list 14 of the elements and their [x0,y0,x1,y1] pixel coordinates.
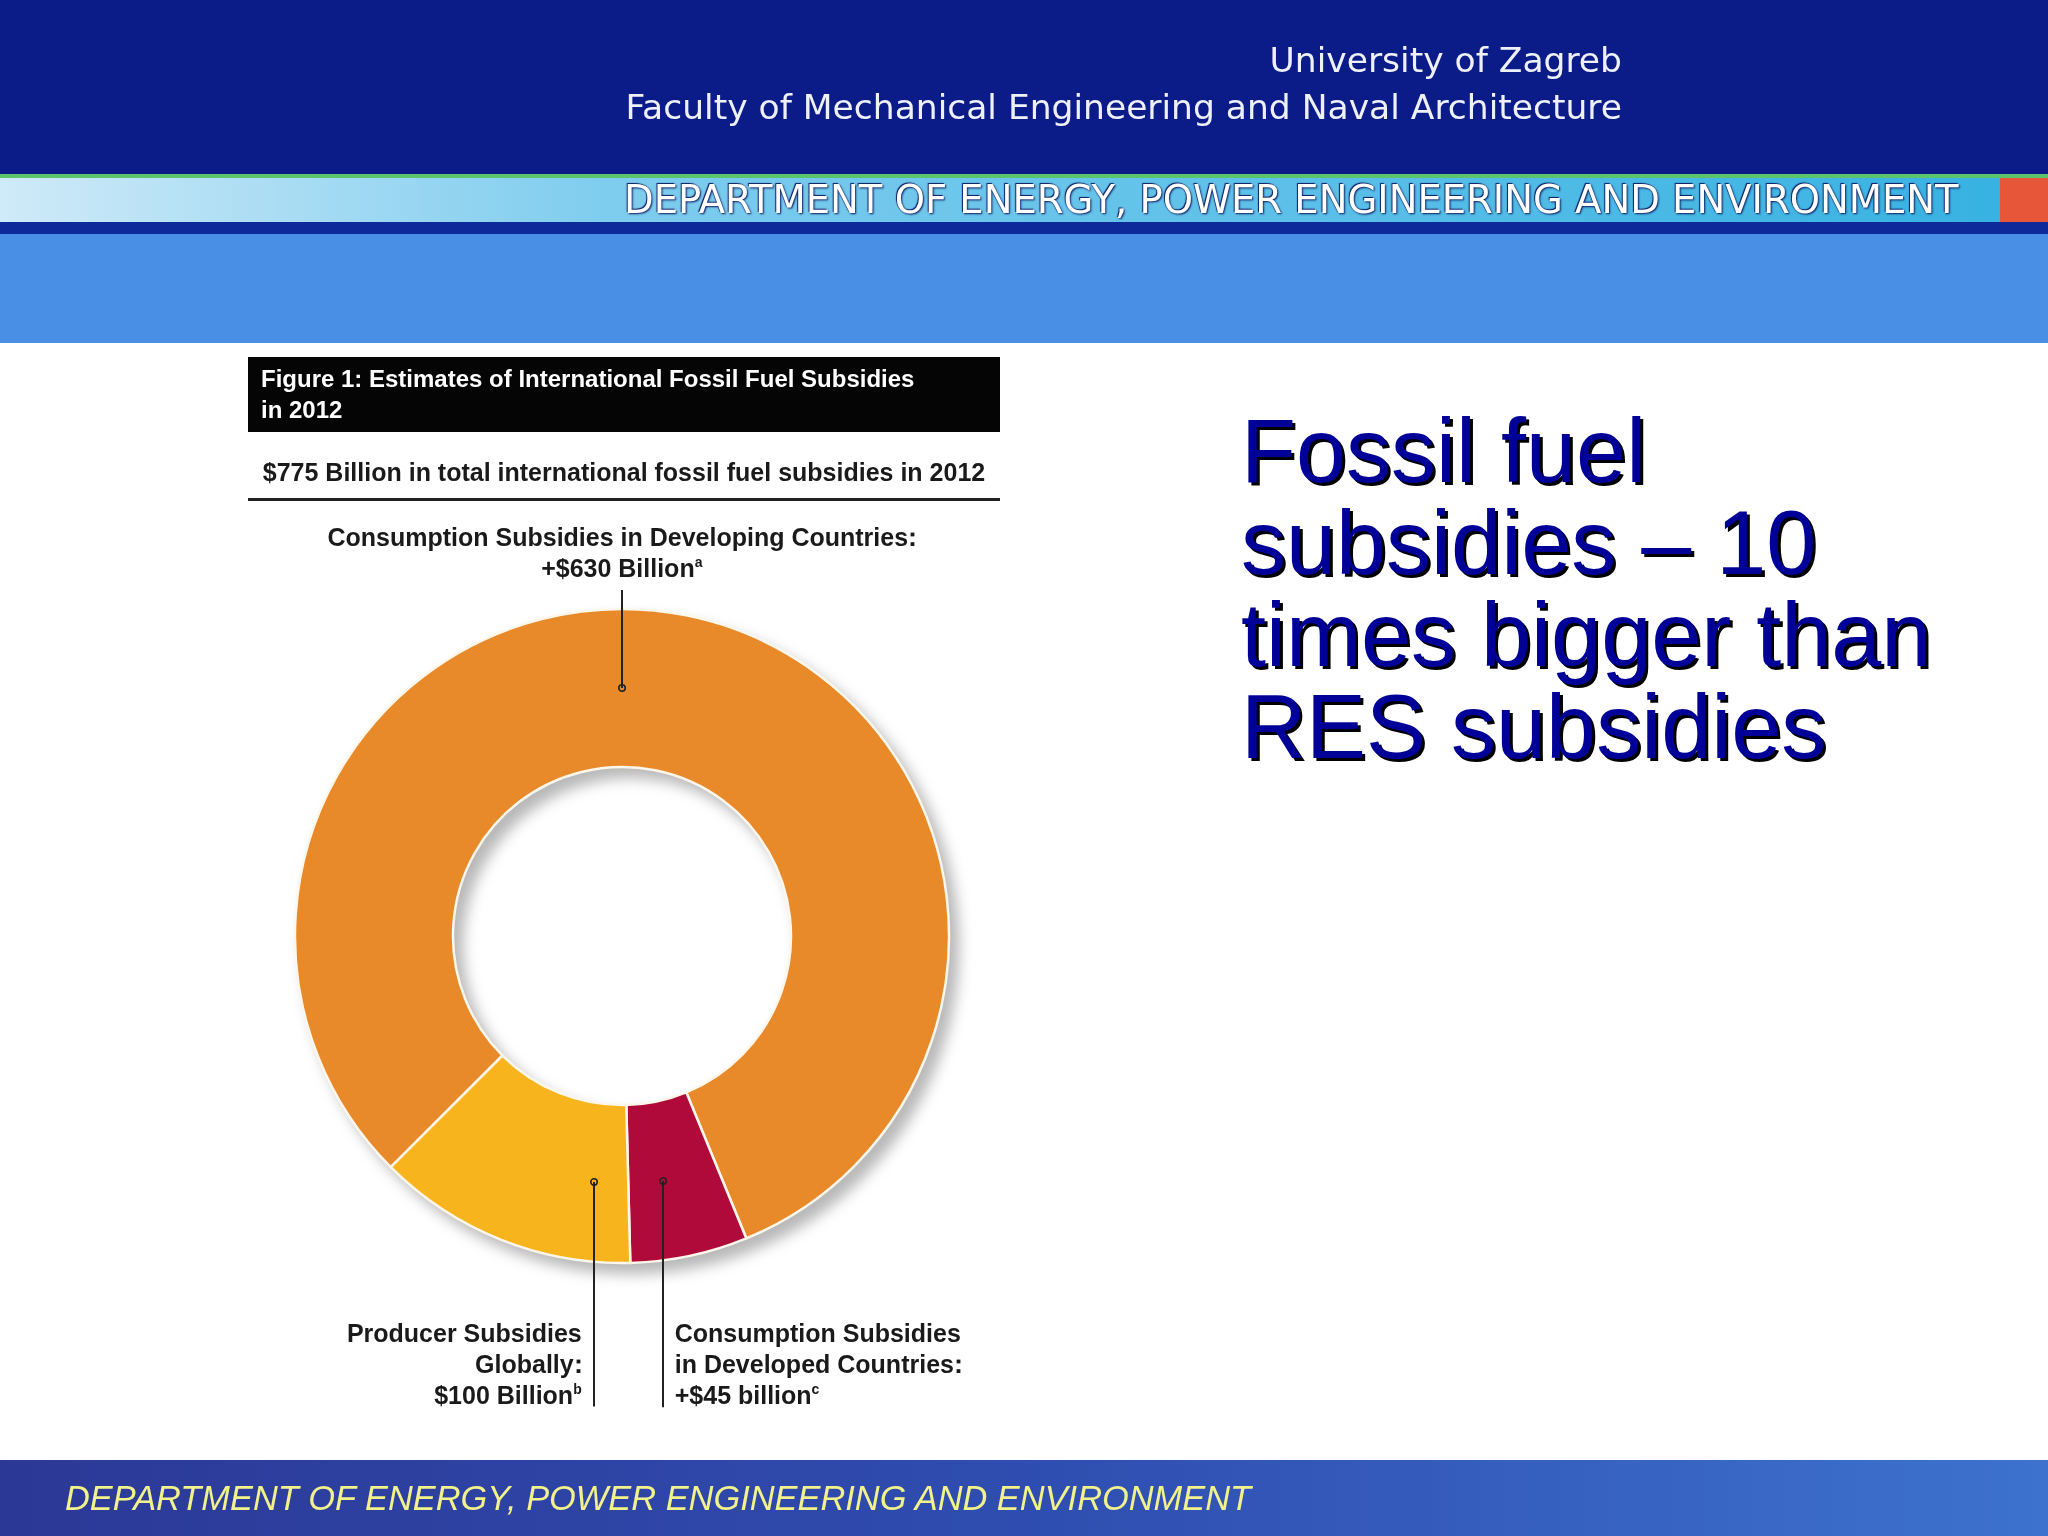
slice-label: Producer Subsidies Globally [346,1319,582,1378]
title-panel: Figure 1: Estimates of International Fossil Fuel Subsidies in 2012 [248,357,1000,432]
text: Fossil fuel subsidies – 10 times bigger than RES subsidies [1241,401,1933,777]
data-label: +$45 billion$^{c}$ [674,1381,820,1409]
slice-label: Consumption Subsidies in Developing Countries [327,523,910,551]
data-label: $100 Billion$^{b}$ [434,1381,582,1409]
text: DEPARTMENT OF ENERGY, POWER ENGINEERING AND ENVIRONMENT [65,1478,1251,1519]
text: Faculty of Mechanical Engineering and Naval Architecture [625,86,1622,128]
text: DEPARTMENT OF ENERGY, POWER ENGINEERING AND ENVIRONMENT [624,177,1959,222]
chart-subtitle: $775 Billion in total international fossil fuel subsidies in 2012 [261,457,987,488]
chart-title: Figure 1: Estimates of International Fossil Fuel Subsidies in 2012 [261,365,915,423]
text: University of Zagreb [1269,39,1622,81]
data-label: +$630 Billion$^{a}$ [541,554,703,582]
slice-label: Consumption Subsidies in Developed Countries [674,1319,962,1378]
